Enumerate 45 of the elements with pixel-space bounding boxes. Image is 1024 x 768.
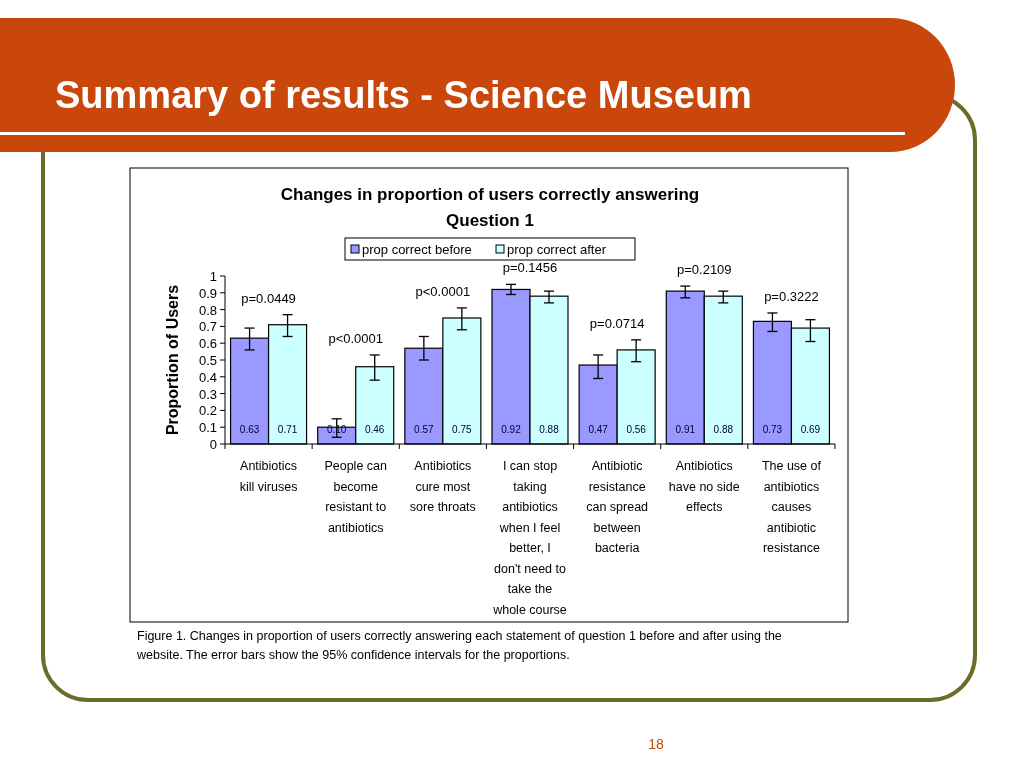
data-label: 0.91 xyxy=(675,424,696,435)
x-tick-label: Antibiotic resistance can spread between bacteria xyxy=(586,459,649,555)
y-tick-label: 0.2 xyxy=(198,403,217,419)
annotation: p=0.3222 xyxy=(764,288,819,304)
y-tick-label: 0 xyxy=(209,437,217,452)
annotation: p<0.0001 xyxy=(328,330,384,346)
y-tick-label: 0.5 xyxy=(198,353,217,368)
data-label: 0.88 xyxy=(539,424,560,435)
annotation: p=0.0449 xyxy=(241,290,296,306)
data-label: 0.92 xyxy=(501,424,522,435)
y-tick-label: 0.1 xyxy=(198,420,217,436)
x-tick-label: The use of antibiotics causes antibiotic resistance xyxy=(761,459,822,555)
text: 18 xyxy=(648,736,664,752)
y-tick-label: 0.3 xyxy=(198,386,217,402)
annotation: p=0.2109 xyxy=(676,262,732,278)
x-tick-label: Antibiotics kill viruses xyxy=(239,459,298,494)
y-tick-label: 0.7 xyxy=(198,319,217,335)
text: p=0.1456 xyxy=(502,260,558,276)
x-tick-label: People can become resistant to antibiotics xyxy=(324,459,388,535)
y-axis-title: Proportion of Users xyxy=(164,284,181,436)
text: Summary of results - Science Museum xyxy=(55,74,752,116)
data-label: 0.69 xyxy=(800,424,821,435)
data-label: 0.88 xyxy=(713,424,734,435)
x-tick-label: Antibiotics cure most sore throats xyxy=(409,459,476,514)
data-label: 0.57 xyxy=(414,424,435,435)
y-tick-label: 0.6 xyxy=(198,336,217,352)
x-tick-label: Antibiotics have no side effects xyxy=(668,459,740,514)
x-tick-label: I can stop taking antibiotics when I feel better, I don't need to take the whole course xyxy=(492,459,567,617)
y-tick-label: 1 xyxy=(209,269,217,284)
annotation: p<0.0001 xyxy=(415,283,471,299)
annotation: p=0.0714 xyxy=(589,315,645,331)
caption: Figure 1. Changes in proportion of users correctly answering each statement of question 1 before and after using the website. The error bars show the 95% confidence intervals for the proportions. xyxy=(136,629,782,662)
chart-title: Changes in proportion of users correctly answering Question 1 xyxy=(280,185,700,230)
data-label: 0.71 xyxy=(277,424,298,435)
data-label: 0.46 xyxy=(364,424,385,435)
data-label: 0.73 xyxy=(762,424,783,435)
data-label: 0.63 xyxy=(239,424,260,435)
y-tick-label: 0.4 xyxy=(198,369,217,385)
legend-label: prop correct after xyxy=(507,242,607,257)
y-tick-label: 0.8 xyxy=(198,302,217,318)
data-label: 0.56 xyxy=(626,424,647,435)
data-label: 0.47 xyxy=(588,424,609,435)
data-label: 0.75 xyxy=(452,424,473,435)
y-tick-label: 0.9 xyxy=(198,285,217,301)
legend-label: prop correct before xyxy=(362,242,472,257)
